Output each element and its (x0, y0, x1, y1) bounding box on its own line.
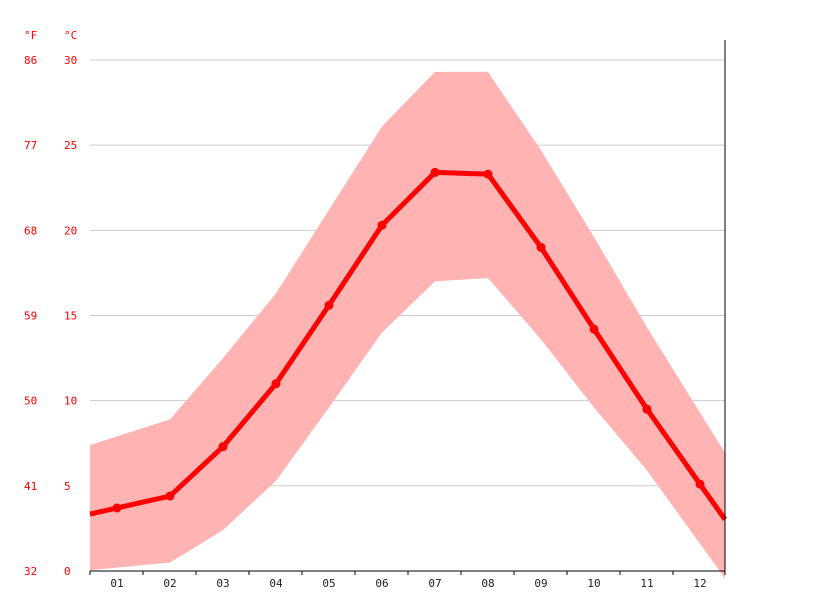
y-tick-fahrenheit: 59 (24, 310, 37, 323)
y-tick-celsius: 30 (64, 54, 77, 67)
y-tick-fahrenheit: 41 (24, 480, 37, 493)
y-tick-fahrenheit: 50 (24, 395, 37, 408)
y-tick-celsius: 5 (64, 480, 71, 493)
x-tick-label-07: 07 (428, 577, 441, 590)
y-tick-celsius: 20 (64, 224, 77, 237)
tick-labels: °F °C 0 32 5 41 10 50 15 59 20 68 25 77 30 86 01 02 03 04… (24, 29, 707, 590)
data-point-10 (589, 324, 599, 334)
x-tick-label-02: 02 (163, 577, 176, 590)
data-point-12 (695, 479, 705, 489)
temperature-range-band (90, 71, 725, 579)
data-point-05 (324, 300, 334, 310)
y-tick-celsius: 15 (64, 310, 77, 323)
range-band-area (90, 71, 725, 579)
data-point-04 (271, 379, 281, 389)
data-point-02 (165, 491, 175, 501)
y-tick-fahrenheit: 77 (24, 139, 37, 152)
y-tick-fahrenheit: 86 (24, 54, 37, 67)
data-point-01 (112, 503, 122, 513)
unit-celsius-label: °C (64, 29, 77, 42)
x-tick-label-01: 01 (110, 577, 123, 590)
data-point-09 (536, 242, 546, 252)
y-tick-celsius: 0 (64, 565, 71, 578)
x-tick-label-08: 08 (481, 577, 494, 590)
data-point-03 (218, 442, 228, 452)
average-temperature-series (89, 167, 728, 521)
y-tick-fahrenheit: 68 (24, 224, 37, 237)
data-point-06 (377, 220, 387, 230)
data-point-11 (642, 404, 652, 414)
unit-fahrenheit-label: °F (24, 29, 37, 42)
average-line (89, 169, 728, 521)
axes (89, 40, 726, 575)
x-tick-label-05: 05 (322, 577, 335, 590)
data-point-08 (483, 169, 493, 179)
y-tick-celsius: 10 (64, 395, 77, 408)
x-tick-label-03: 03 (216, 577, 229, 590)
x-tick-label-10: 10 (587, 577, 600, 590)
x-tick-label-06: 06 (375, 577, 388, 590)
x-tick-label-09: 09 (534, 577, 547, 590)
y-tick-celsius: 25 (64, 139, 77, 152)
y-tick-fahrenheit: 32 (24, 565, 37, 578)
x-tick-label-12: 12 (693, 577, 706, 590)
x-tick-label-11: 11 (640, 577, 653, 590)
x-tick-label-04: 04 (269, 577, 283, 590)
data-point-07 (430, 167, 440, 177)
